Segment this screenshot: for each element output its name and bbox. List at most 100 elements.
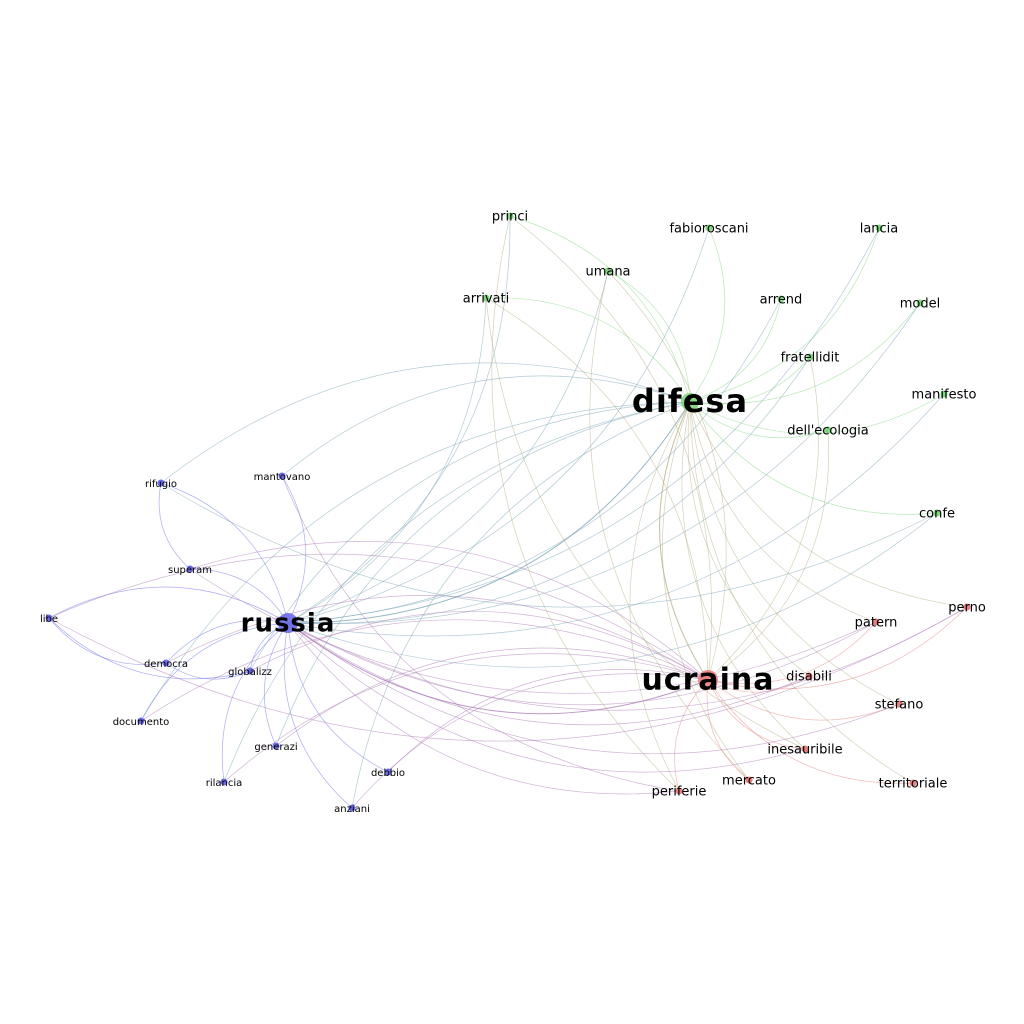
edge-russia-arrend (287, 298, 782, 624)
node-documento[interactable] (137, 717, 145, 725)
node-globalizz[interactable] (246, 667, 254, 675)
edge-difesa-globalizz (249, 401, 691, 672)
edge-russia-debbio (287, 622, 389, 773)
edge-democra-globalizz (165, 662, 251, 680)
node-patern[interactable] (872, 618, 880, 626)
node-disabili[interactable] (805, 672, 813, 680)
edge-difesa-periferie (629, 401, 691, 792)
edge-rifugio-superam (158, 482, 191, 570)
node-label-stefano: stefano (875, 698, 924, 713)
node-model[interactable] (916, 299, 924, 307)
edge-russia-manifesto (287, 393, 945, 637)
edge-ucraina-umana (607, 270, 727, 681)
node-dellecologia[interactable] (824, 426, 832, 434)
node-libe[interactable] (45, 614, 53, 622)
node-label-confe: confe (919, 507, 955, 522)
edge-ucraina-fratellidit (707, 356, 819, 681)
node-mantovano[interactable] (278, 472, 286, 480)
edge-ucraina-arrivati (485, 297, 709, 681)
node-generazi[interactable] (272, 742, 280, 750)
node-difesa[interactable] (681, 393, 699, 411)
edge-russia-model (287, 302, 921, 625)
nodes-layer (45, 212, 971, 812)
edge-difesa-fabioroscani (689, 227, 726, 403)
edge-russia-princi (287, 215, 511, 624)
node-label-umana: umana (585, 265, 630, 280)
edge-difesa-mercato (662, 401, 750, 781)
edge-ucraina-democra (165, 595, 709, 681)
node-periferie[interactable] (675, 787, 683, 795)
node-russia[interactable] (278, 613, 298, 633)
node-territoriale[interactable] (909, 779, 917, 787)
node-democra[interactable] (162, 659, 170, 667)
node-label-lancia: lancia (860, 222, 899, 237)
edge-difesa-confe (689, 401, 938, 515)
edge-russia-periferie (287, 622, 680, 795)
node-label-difesa: difesa (632, 382, 748, 420)
edge-difesa-disabili (687, 401, 810, 677)
edge-difesa-arrend (689, 298, 782, 403)
node-fabioroscani[interactable] (705, 224, 713, 232)
edge-ucraina-superam (189, 541, 709, 681)
edge-princi-periferie (491, 215, 680, 792)
edge-russia-arrivati (287, 297, 487, 624)
edge-russia-libe (48, 586, 289, 624)
edge-russia-lancia (287, 227, 880, 624)
edge-russia-fabioroscani (287, 227, 710, 624)
edge-ucraina-inesauribile (707, 679, 806, 750)
node-manifesto[interactable] (940, 390, 948, 398)
node-perno[interactable] (963, 603, 971, 611)
node-debbio[interactable] (384, 768, 392, 776)
node-fratellidit[interactable] (806, 353, 814, 361)
node-label-anziani: anziani (334, 804, 370, 815)
node-label-democra: democra (144, 659, 188, 670)
node-label-patern: patern (855, 616, 898, 631)
node-umana[interactable] (604, 267, 612, 275)
edge-ucraina-princi (509, 215, 713, 681)
node-label-mercato: mercato (722, 774, 776, 789)
node-label-rifugio: rifugio (145, 479, 177, 490)
edge-russia-superam (189, 568, 289, 624)
node-rifugio[interactable] (157, 479, 165, 487)
node-anziani[interactable] (348, 804, 356, 812)
node-lancia[interactable] (875, 224, 883, 232)
edge-russia-democra (165, 619, 289, 664)
node-princi[interactable] (506, 212, 514, 220)
node-rilancia[interactable] (220, 778, 228, 786)
node-label-periferie: periferie (652, 785, 707, 800)
node-superam[interactable] (186, 565, 194, 573)
node-label-ucraina: ucraina (641, 663, 774, 698)
node-confe[interactable] (933, 509, 941, 517)
node-label-mantovano: mantovano (254, 472, 311, 483)
edge-russia-perno (287, 606, 968, 711)
edge-ucraina-patern (707, 621, 877, 684)
edge-libe-globalizz (48, 617, 251, 680)
node-ucraina[interactable] (698, 670, 718, 690)
edge-difesa-arrivati (485, 297, 691, 403)
edge-ucraina-dellecologia (707, 429, 830, 681)
node-inesauribile[interactable] (801, 745, 809, 753)
edge-difesa-perno (689, 401, 968, 608)
node-label-disabili: disabili (786, 670, 832, 685)
node-label-dellecologia: dell'ecologia (787, 424, 869, 439)
edge-russia-generazi (263, 622, 289, 747)
edge-difesa-model (689, 302, 921, 405)
edge-difesa-manifesto (689, 393, 945, 435)
node-label-territoriale: territoriale (879, 777, 948, 792)
node-stefano[interactable] (895, 700, 903, 708)
edge-difesa-generazi (275, 401, 691, 747)
node-label-libe: libe (40, 614, 58, 625)
edge-difesa-stefano (689, 401, 900, 705)
node-mercato[interactable] (745, 776, 753, 784)
node-arrivati[interactable] (482, 294, 490, 302)
node-arrend[interactable] (777, 295, 785, 303)
node-label-globalizz: globalizz (228, 667, 272, 678)
node-label-model: model (900, 297, 940, 312)
edge-ucraina-perno (707, 606, 968, 690)
edge-ucraina-generazi (275, 647, 709, 747)
edge-difesa-fratellidit (689, 356, 811, 405)
edge-ucraina-periferie (674, 679, 709, 792)
edge-ucraina-globalizz (249, 610, 709, 681)
edge-russia-ucraina (287, 622, 709, 715)
